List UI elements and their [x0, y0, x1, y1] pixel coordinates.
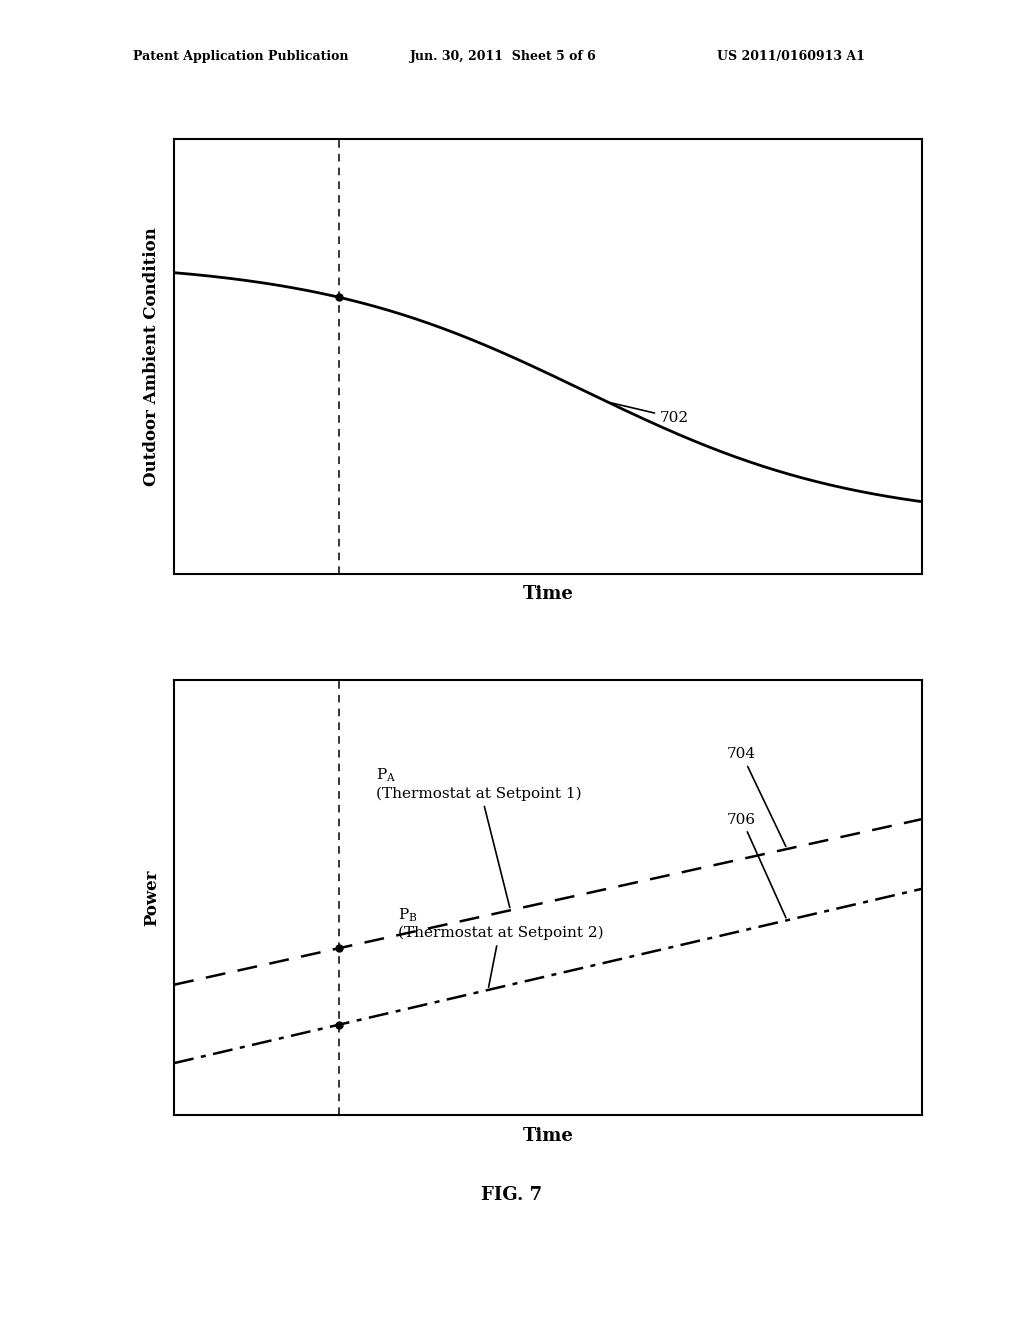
X-axis label: Time: Time [522, 1126, 573, 1144]
Text: Jun. 30, 2011  Sheet 5 of 6: Jun. 30, 2011 Sheet 5 of 6 [410, 50, 596, 63]
Text: 702: 702 [610, 403, 689, 425]
Text: 706: 706 [727, 813, 785, 917]
Text: $\mathregular{P_A}$
(Thermostat at Setpoint 1): $\mathregular{P_A}$ (Thermostat at Setpo… [376, 767, 582, 908]
Text: Patent Application Publication: Patent Application Publication [133, 50, 348, 63]
Text: $\mathregular{P_B}$
(Thermostat at Setpoint 2): $\mathregular{P_B}$ (Thermostat at Setpo… [398, 907, 604, 987]
X-axis label: Time: Time [522, 585, 573, 603]
Text: US 2011/0160913 A1: US 2011/0160913 A1 [717, 50, 864, 63]
Y-axis label: Outdoor Ambient Condition: Outdoor Ambient Condition [143, 227, 160, 486]
Text: 704: 704 [727, 747, 785, 846]
Text: FIG. 7: FIG. 7 [481, 1185, 543, 1204]
Y-axis label: Power: Power [143, 870, 160, 925]
